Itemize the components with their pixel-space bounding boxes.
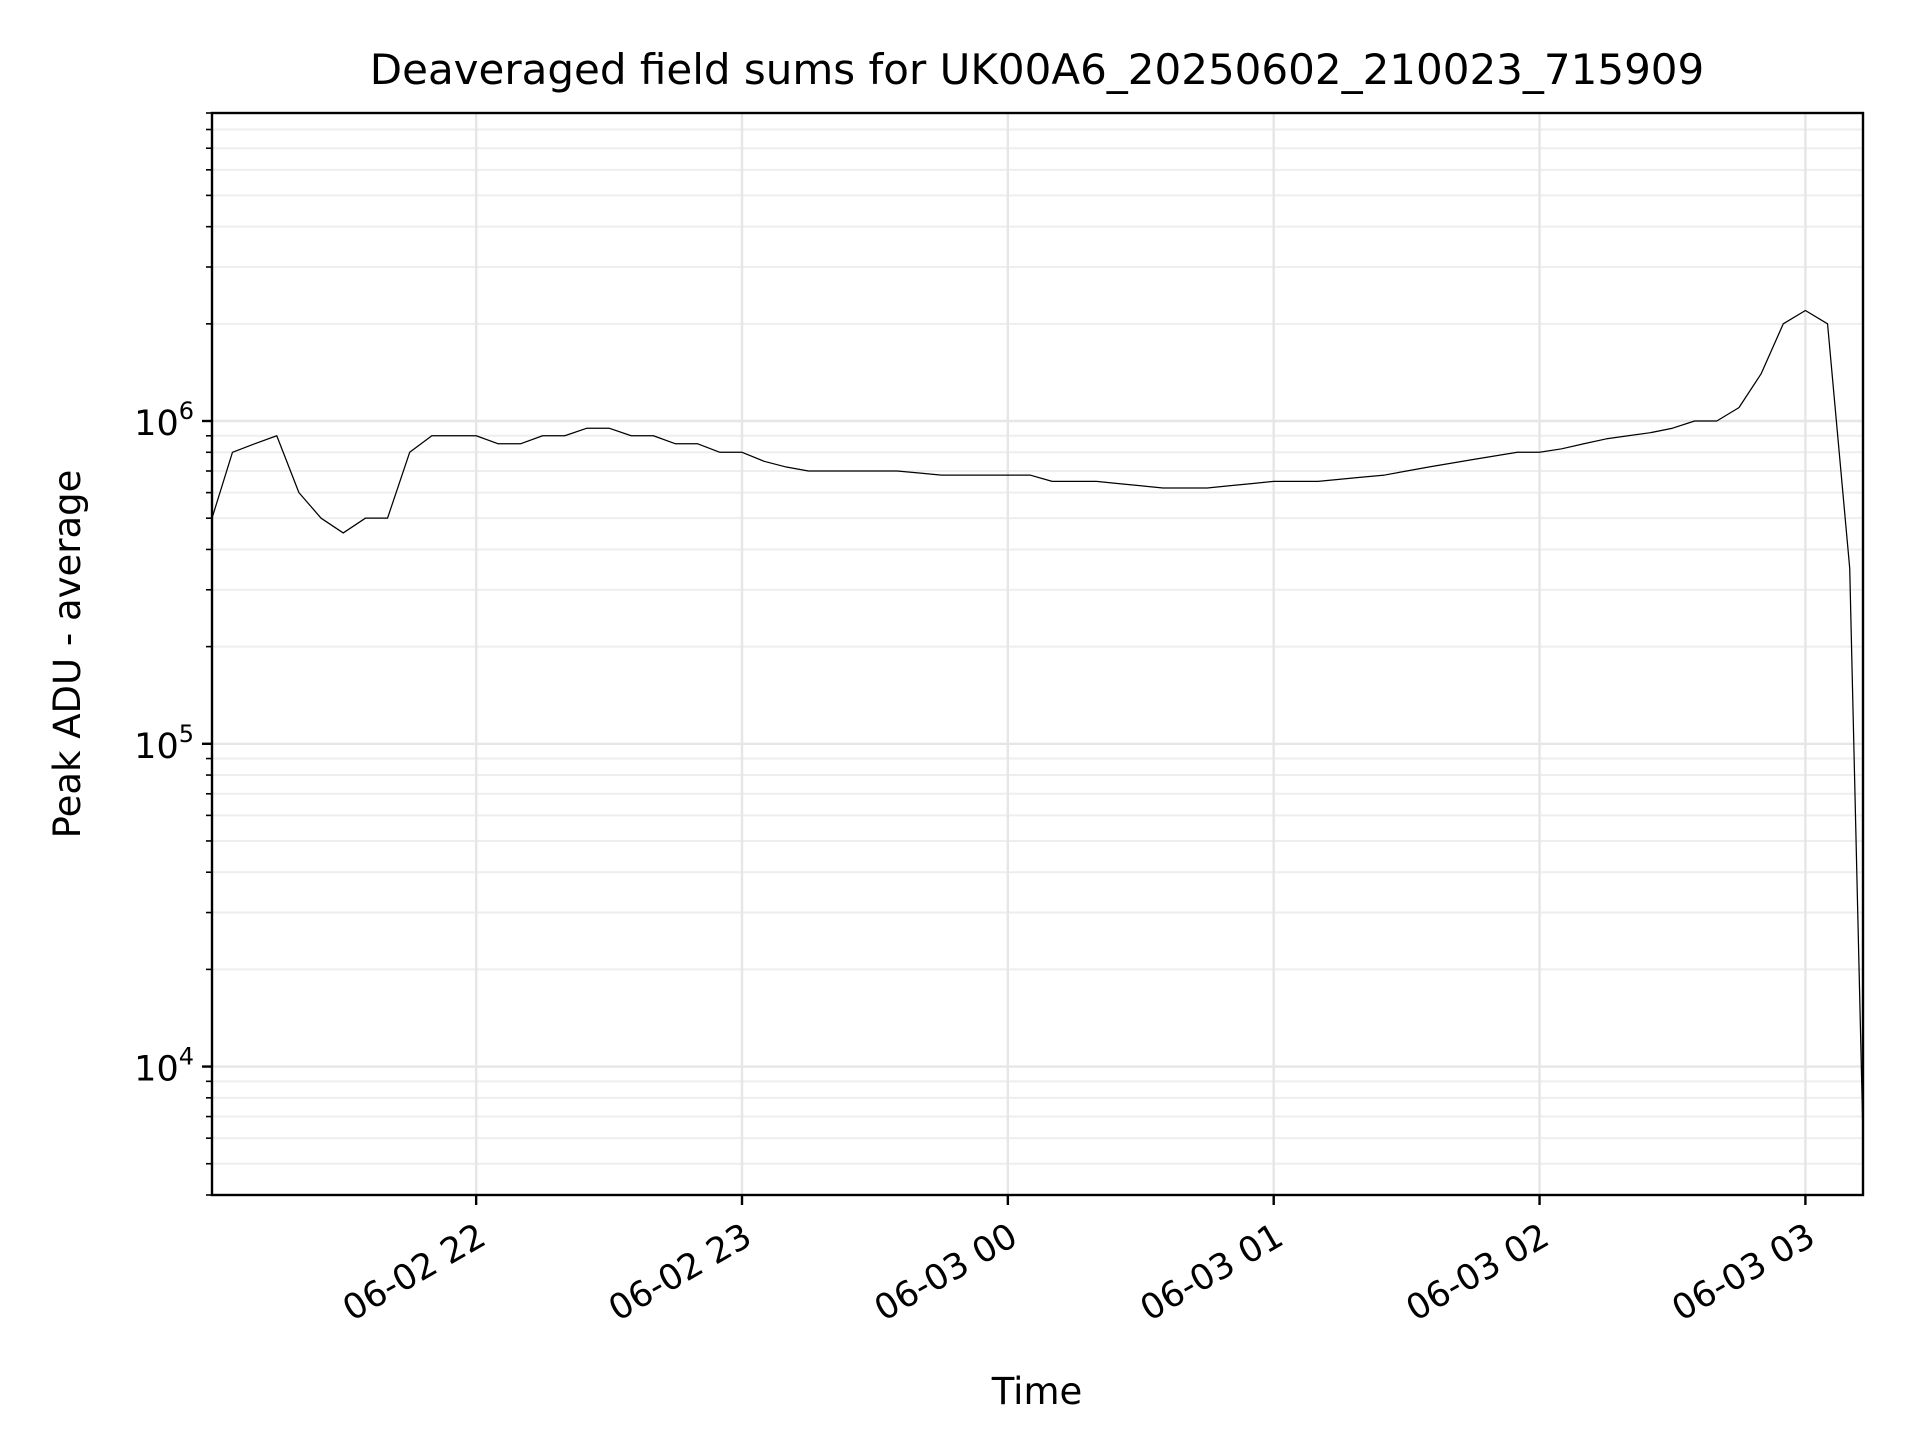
y-tick-label: 106 xyxy=(134,397,194,444)
x-axis-label: Time xyxy=(991,1370,1083,1413)
y-tick-label-base: 10 xyxy=(134,727,179,767)
y-tick-label: 104 xyxy=(134,1043,194,1090)
plot-frame xyxy=(210,111,1865,1197)
y-tick-label-exponent: 6 xyxy=(179,397,194,425)
y-tick-label: 105 xyxy=(134,720,194,767)
y-tick-label-exponent: 5 xyxy=(179,720,194,748)
series-line xyxy=(211,309,1864,1139)
series-layer xyxy=(211,309,1864,1139)
chart-title: Deaveraged field sums for UK00A6_2025060… xyxy=(370,45,1704,94)
y-tick-label-base: 10 xyxy=(134,1050,179,1090)
y-tick-label-base: 10 xyxy=(134,404,179,444)
grid-layer xyxy=(212,112,1863,1196)
y-axis-label: Peak ADU - average xyxy=(46,470,89,839)
y-tick-label-exponent: 4 xyxy=(179,1043,194,1071)
